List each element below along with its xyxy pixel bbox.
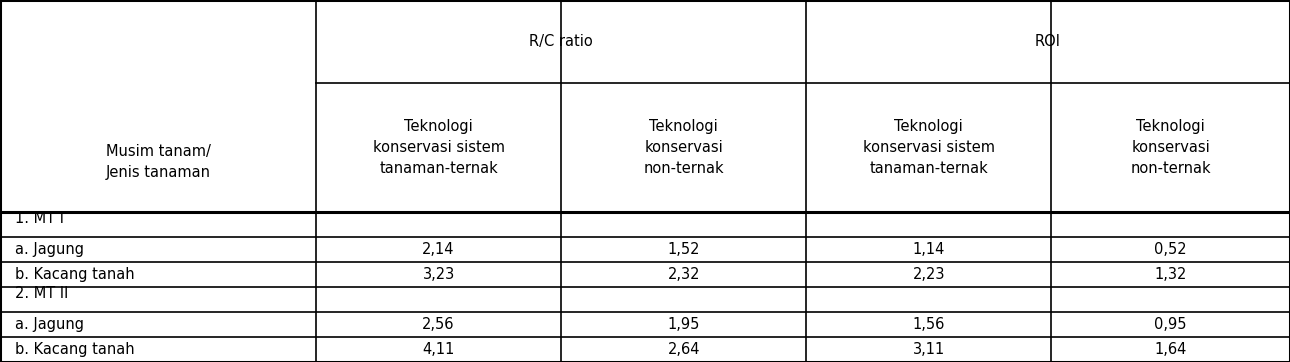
Text: 2,14: 2,14 <box>422 242 455 257</box>
Text: Teknologi
konservasi sistem
tanaman-ternak: Teknologi konservasi sistem tanaman-tern… <box>373 119 504 176</box>
Text: ROI: ROI <box>1035 34 1062 49</box>
Text: b. Kacang tanah: b. Kacang tanah <box>15 342 135 357</box>
Text: 3,11: 3,11 <box>912 342 944 357</box>
Text: 1,64: 1,64 <box>1155 342 1187 357</box>
Text: 2,56: 2,56 <box>422 317 455 332</box>
Text: a. Jagung: a. Jagung <box>15 242 84 257</box>
Text: 1,32: 1,32 <box>1155 267 1187 282</box>
Text: 3,23: 3,23 <box>422 267 454 282</box>
Text: 1,52: 1,52 <box>667 242 700 257</box>
Text: 2,23: 2,23 <box>912 267 946 282</box>
Text: a. Jagung: a. Jagung <box>15 317 84 332</box>
Text: 0,95: 0,95 <box>1155 317 1187 332</box>
Text: 2,32: 2,32 <box>667 267 700 282</box>
Text: 1,95: 1,95 <box>667 317 700 332</box>
Text: 2,64: 2,64 <box>667 342 700 357</box>
Text: 2. MT II: 2. MT II <box>15 286 68 302</box>
Text: 4,11: 4,11 <box>422 342 455 357</box>
Text: Teknologi
konservasi
non-ternak: Teknologi konservasi non-ternak <box>1130 119 1211 176</box>
Text: 0,52: 0,52 <box>1155 242 1187 257</box>
Text: 1. MT I: 1. MT I <box>15 211 65 226</box>
Text: 1,14: 1,14 <box>912 242 946 257</box>
Text: Teknologi
konservasi
non-ternak: Teknologi konservasi non-ternak <box>644 119 724 176</box>
Text: Musim tanam/
Jenis tanaman: Musim tanam/ Jenis tanaman <box>106 144 210 180</box>
Text: R/C ratio: R/C ratio <box>529 34 593 49</box>
Text: Teknologi
konservasi sistem
tanaman-ternak: Teknologi konservasi sistem tanaman-tern… <box>863 119 995 176</box>
Text: 1,56: 1,56 <box>912 317 946 332</box>
Text: b. Kacang tanah: b. Kacang tanah <box>15 267 135 282</box>
